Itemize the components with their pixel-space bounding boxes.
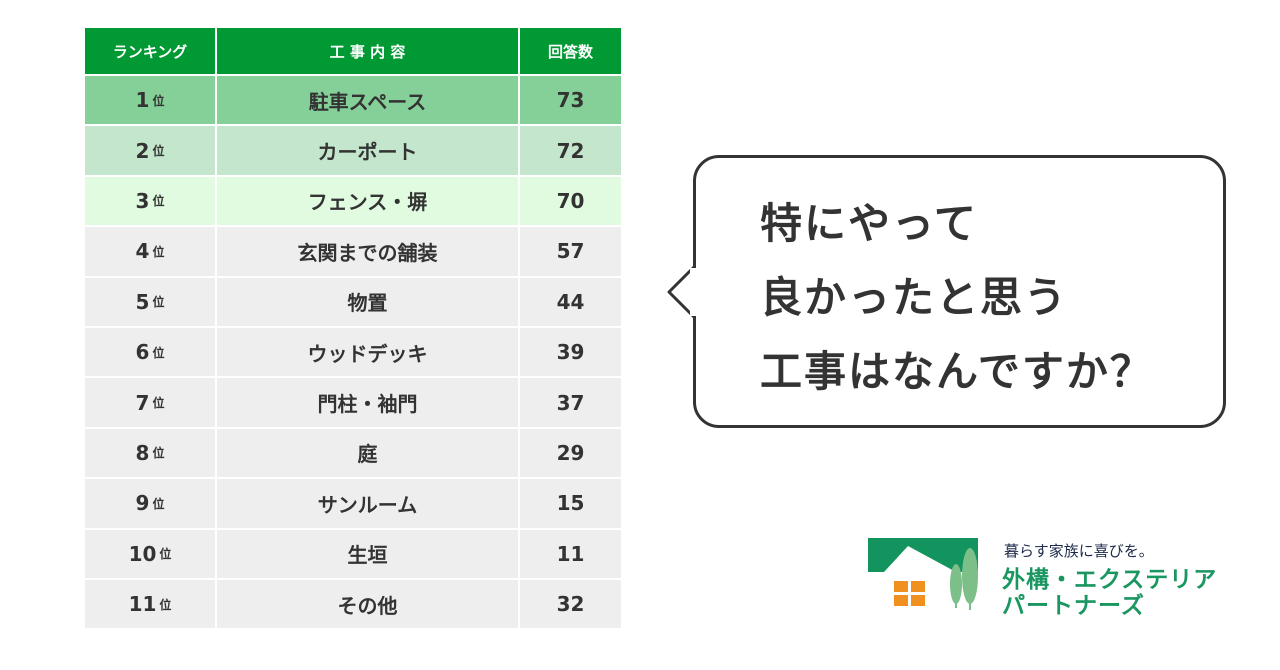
item-cell: サンルーム xyxy=(217,479,518,528)
house-logo-icon xyxy=(868,538,978,610)
count-cell: 70 xyxy=(520,176,621,226)
question-line-3: 工事はなんですか？ xyxy=(760,347,1154,396)
item-cell: カーポート xyxy=(217,126,518,175)
rank-cell: 10 位 xyxy=(85,529,215,578)
count-cell: 11 xyxy=(520,529,621,578)
item-cell: その他 xyxy=(217,579,518,629)
count-cell: 72 xyxy=(520,126,621,175)
item-cell: ウッドデッキ xyxy=(217,327,518,377)
header-count: 回答数 xyxy=(520,28,621,74)
item-cell: 門柱・袖門 xyxy=(217,378,518,427)
count-cell: 57 xyxy=(520,227,621,276)
table-row: 11 位 その他 32 xyxy=(85,579,621,629)
logo-tagline: 暮らす家族に喜びを。 xyxy=(1004,542,1154,560)
header-rank: ランキング xyxy=(85,28,215,74)
count-cell: 44 xyxy=(520,277,621,326)
count-cell: 15 xyxy=(520,479,621,528)
header-item: 工 事 内 容 xyxy=(217,28,518,74)
rank-cell: 11 位 xyxy=(85,579,215,629)
logo-name-line-2: パートナーズ xyxy=(1002,593,1145,619)
count-cell: 29 xyxy=(520,428,621,478)
count-cell: 32 xyxy=(520,579,621,629)
item-cell: 庭 xyxy=(217,428,518,478)
speech-bubble xyxy=(693,155,1226,428)
bubble-pointer xyxy=(667,263,698,321)
question-line-2: 良かったと思う xyxy=(760,273,1069,322)
table-header: ランキング 工 事 内 容 回答数 xyxy=(85,28,621,74)
item-cell: 駐車スペース xyxy=(217,76,518,125)
question-line-1: 特にやって xyxy=(760,199,978,248)
logo-name-line-1: 外構・エクステリア xyxy=(1002,567,1218,593)
item-cell: 生垣 xyxy=(217,529,518,578)
count-cell: 73 xyxy=(520,76,621,125)
count-cell: 37 xyxy=(520,378,621,427)
item-cell: 玄関までの舗装 xyxy=(217,227,518,276)
table-row: 10 位 生垣 11 xyxy=(85,529,621,578)
item-cell: フェンス・塀 xyxy=(217,176,518,226)
item-cell: 物置 xyxy=(217,277,518,326)
count-cell: 39 xyxy=(520,327,621,377)
